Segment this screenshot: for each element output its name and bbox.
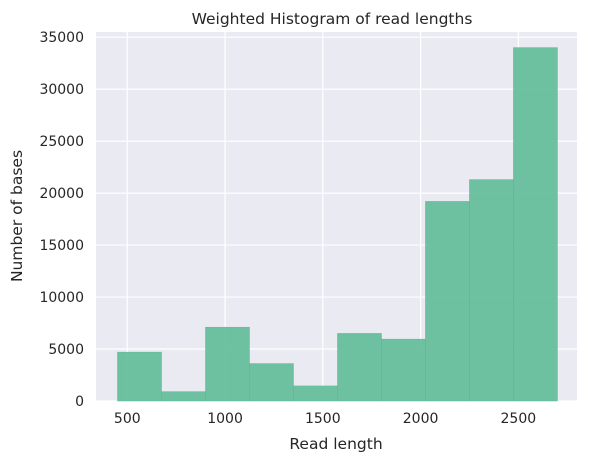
x-tick-label: 500 [114, 411, 141, 427]
histogram-bar-8 [425, 201, 470, 402]
y-tick-label: 20000 [39, 186, 84, 202]
histogram-bar-4 [249, 363, 294, 402]
histogram-bar-10 [513, 47, 558, 402]
histogram-bar-7 [381, 338, 426, 402]
histogram-bar-9 [469, 179, 514, 402]
y-axis-label: Number of bases [8, 150, 26, 282]
chart-title: Weighted Histogram of read lengths [192, 10, 473, 28]
y-tick-label: 0 [75, 394, 84, 410]
x-axis-label: Read length [289, 435, 382, 453]
y-tick-label: 10000 [39, 290, 84, 306]
histogram-bar-6 [337, 333, 382, 402]
y-tick-label: 30000 [39, 82, 84, 98]
y-tick-label: 5000 [48, 342, 84, 358]
y-tick-label: 25000 [39, 134, 84, 150]
y-tick-label: 15000 [39, 238, 84, 254]
histogram-bar-1 [117, 351, 162, 402]
y-tick-label: 35000 [39, 30, 84, 46]
x-tick-label: 2500 [501, 411, 537, 427]
histogram-bar-2 [161, 391, 206, 402]
bars [117, 47, 558, 402]
y-tick-labels: 0 5000 10000 15000 20000 25000 30000 35000 [39, 30, 84, 410]
x-tick-label: 1000 [207, 411, 243, 427]
x-tick-label: 1500 [305, 411, 341, 427]
x-tick-label: 2000 [403, 411, 439, 427]
histogram-bar-3 [205, 326, 250, 402]
histogram-bar-5 [293, 385, 338, 402]
x-tick-labels: 500 1000 1500 2000 2500 [114, 411, 536, 427]
